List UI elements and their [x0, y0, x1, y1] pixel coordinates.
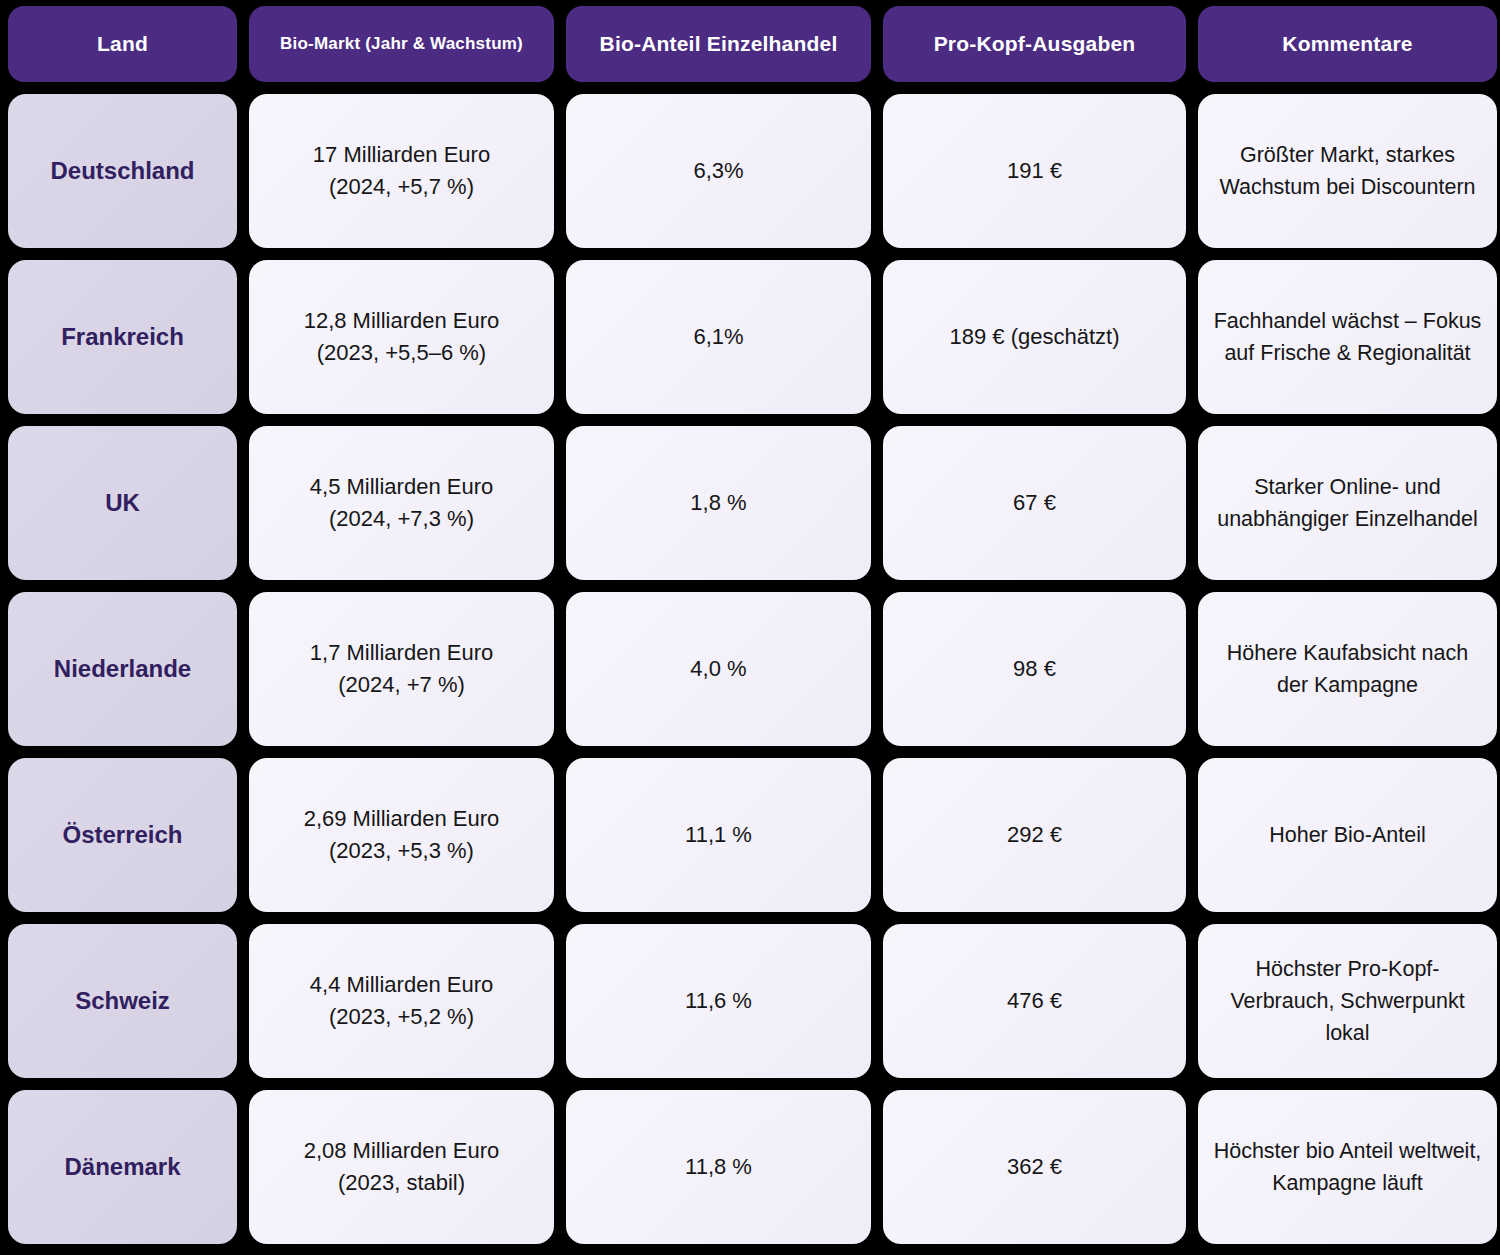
cell-bio-anteil: 11,1 % [566, 758, 871, 912]
cell-bio-markt: 2,69 Milliarden Euro(2023, +5,3 %) [249, 758, 554, 912]
cell-bio-markt: 1,7 Milliarden Euro(2024, +7 %) [249, 592, 554, 746]
column-header-bio-anteil: Bio-Anteil Einzelhandel [566, 6, 871, 82]
cell-kommentar: Höhere Kaufabsicht nach der Kampagne [1198, 592, 1497, 746]
cell-pro-kopf: 67 € [883, 426, 1186, 580]
column-header-pro-kopf: Pro-Kopf-Ausgaben [883, 6, 1186, 82]
cell-pro-kopf: 189 € (geschätzt) [883, 260, 1186, 414]
cell-kommentar: Höchster Pro-Kopf-Verbrauch, Schwerpunkt… [1198, 924, 1497, 1078]
cell-bio-anteil: 6,3% [566, 94, 871, 248]
bio-markt-text: 4,5 Milliarden Euro(2024, +7,3 %) [310, 471, 493, 535]
column-header-bio-markt: Bio-Markt (Jahr & Wachstum) [249, 6, 554, 82]
column-header-kommentare: Kommentare [1198, 6, 1497, 82]
bio-markt-text: 12,8 Milliarden Euro(2023, +5,5–6 %) [304, 305, 500, 369]
cell-land: UK [8, 426, 237, 580]
column-header-land: Land [8, 6, 237, 82]
cell-land: Österreich [8, 758, 237, 912]
cell-kommentar: Fachhandel wächst – Fokus auf Frische & … [1198, 260, 1497, 414]
cell-land: Schweiz [8, 924, 237, 1078]
bio-markt-text: 1,7 Milliarden Euro(2024, +7 %) [310, 637, 493, 701]
cell-bio-markt: 12,8 Milliarden Euro(2023, +5,5–6 %) [249, 260, 554, 414]
cell-bio-anteil: 6,1% [566, 260, 871, 414]
cell-land: Deutschland [8, 94, 237, 248]
cell-bio-markt: 4,5 Milliarden Euro(2024, +7,3 %) [249, 426, 554, 580]
cell-bio-anteil: 1,8 % [566, 426, 871, 580]
cell-bio-anteil: 11,8 % [566, 1090, 871, 1244]
cell-kommentar: Hoher Bio-Anteil [1198, 758, 1497, 912]
cell-pro-kopf: 292 € [883, 758, 1186, 912]
cell-land: Niederlande [8, 592, 237, 746]
bio-markt-text: 2,08 Milliarden Euro(2023, stabil) [304, 1135, 500, 1199]
cell-pro-kopf: 476 € [883, 924, 1186, 1078]
bio-markt-text: 17 Milliarden Euro(2024, +5,7 %) [313, 139, 490, 203]
bio-market-table: Land Bio-Markt (Jahr & Wachstum) Bio-Ant… [0, 0, 1500, 1255]
cell-land: Frankreich [8, 260, 237, 414]
cell-pro-kopf: 98 € [883, 592, 1186, 746]
cell-bio-markt: 2,08 Milliarden Euro(2023, stabil) [249, 1090, 554, 1244]
cell-pro-kopf: 362 € [883, 1090, 1186, 1244]
cell-bio-markt: 4,4 Milliarden Euro(2023, +5,2 %) [249, 924, 554, 1078]
cell-kommentar: Größter Markt, starkes Wachstum bei Disc… [1198, 94, 1497, 248]
cell-pro-kopf: 191 € [883, 94, 1186, 248]
cell-land: Dänemark [8, 1090, 237, 1244]
cell-bio-anteil: 11,6 % [566, 924, 871, 1078]
bio-markt-text: 4,4 Milliarden Euro(2023, +5,2 %) [310, 969, 493, 1033]
cell-bio-anteil: 4,0 % [566, 592, 871, 746]
bio-markt-text: 2,69 Milliarden Euro(2023, +5,3 %) [304, 803, 500, 867]
cell-kommentar: Höchster bio Anteil weltweit, Kampagne l… [1198, 1090, 1497, 1244]
cell-bio-markt: 17 Milliarden Euro(2024, +5,7 %) [249, 94, 554, 248]
cell-kommentar: Starker Online- und unabhängiger Einzelh… [1198, 426, 1497, 580]
